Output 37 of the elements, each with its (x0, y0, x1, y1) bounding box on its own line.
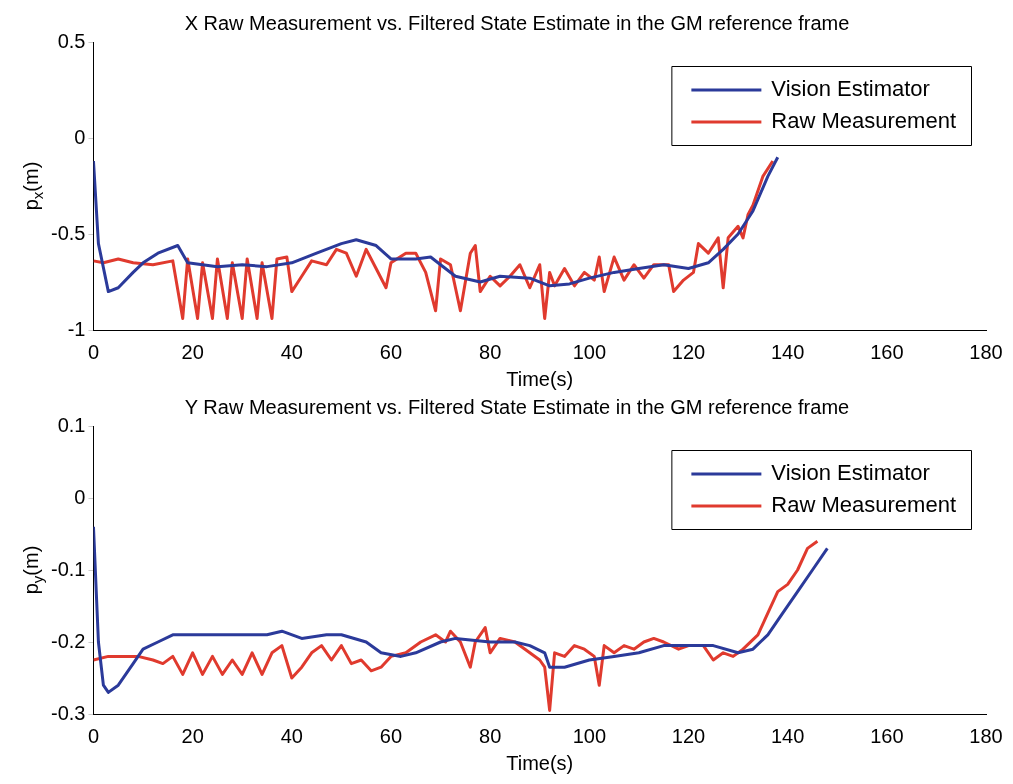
y-tick-label: 0 (74, 125, 86, 148)
x-tick-label: 140 (770, 724, 805, 747)
y-axis-title: px(m) (19, 161, 47, 211)
x-tick-label: 120 (671, 340, 706, 363)
chart-title: X Raw Measurement vs. Filtered State Estimate in the GM reference frame (184, 11, 850, 34)
y-tick-label: 0 (74, 485, 86, 508)
x-tick-label: 20 (181, 724, 204, 747)
x-tick-label: 40 (280, 340, 303, 363)
y-tick-label: -0.2 (50, 629, 86, 652)
legend-label: Vision Estimator (771, 460, 930, 486)
x-tick-label: 160 (870, 724, 904, 747)
x-tick-label: 180 (969, 724, 1003, 747)
x-tick-label: 100 (572, 340, 606, 363)
x-tick-label: 120 (671, 724, 706, 747)
y-tick-label: -0.1 (50, 557, 86, 580)
x-tick-label: 180 (969, 340, 1003, 363)
y-axis-title: py(m) (19, 545, 47, 595)
legend-label: Raw Measurement (771, 108, 957, 134)
x-tick-label: 80 (479, 340, 502, 363)
y-tick-label: 0.1 (57, 413, 86, 436)
x-tick-label: 140 (770, 340, 805, 363)
x-tick-label: 60 (379, 340, 403, 363)
y-tick-label: -1 (67, 317, 86, 340)
x-tick-label: 80 (479, 724, 502, 747)
x-axis-title: Time(s) (506, 751, 574, 774)
y-tick-label: 0.5 (57, 29, 86, 52)
x-tick-label: 60 (379, 724, 403, 747)
y-tick-label: -0.3 (50, 701, 86, 724)
x-axis-title: Time(s) (506, 367, 574, 390)
legend-label: Raw Measurement (771, 492, 957, 518)
x-tick-label: 20 (181, 340, 204, 363)
y-tick-label: -0.5 (50, 221, 86, 244)
x-tick-label: 160 (870, 340, 904, 363)
legend-label: Vision Estimator (771, 76, 930, 102)
x-tick-label: 40 (280, 724, 303, 747)
x-tick-label: 100 (572, 724, 606, 747)
chart-title: Y Raw Measurement vs. Filtered State Estimate in the GM reference frame (184, 395, 850, 418)
